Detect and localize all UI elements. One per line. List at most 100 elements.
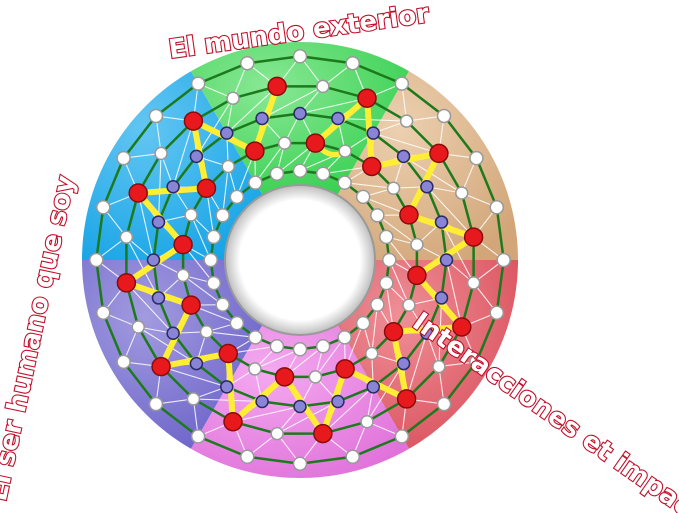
mesh-node[interactable]	[436, 292, 448, 304]
mesh-node[interactable]	[192, 77, 205, 90]
mesh-node[interactable]	[185, 209, 197, 221]
mesh-node[interactable]	[294, 457, 307, 470]
mesh-node[interactable]	[222, 160, 234, 172]
mesh-node[interactable]	[152, 292, 164, 304]
highlighted-node[interactable]	[400, 206, 418, 224]
mesh-node[interactable]	[383, 254, 396, 267]
mesh-node[interactable]	[332, 396, 344, 408]
mesh-node[interactable]	[149, 109, 162, 122]
mesh-node[interactable]	[279, 137, 291, 149]
mesh-node[interactable]	[230, 190, 243, 203]
highlighted-node[interactable]	[184, 112, 202, 130]
mesh-node[interactable]	[367, 127, 379, 139]
mesh-node[interactable]	[294, 343, 307, 356]
mesh-node[interactable]	[270, 340, 283, 353]
mesh-node[interactable]	[357, 317, 370, 330]
mesh-node[interactable]	[367, 381, 379, 393]
highlighted-node[interactable]	[129, 184, 147, 202]
highlighted-node[interactable]	[246, 142, 264, 160]
highlighted-node[interactable]	[219, 345, 237, 363]
mesh-node[interactable]	[338, 331, 351, 344]
mesh-node[interactable]	[395, 77, 408, 90]
mesh-node[interactable]	[90, 254, 103, 267]
mesh-node[interactable]	[338, 176, 351, 189]
mesh-node[interactable]	[497, 254, 510, 267]
mesh-node[interactable]	[155, 147, 167, 159]
mesh-node[interactable]	[371, 298, 384, 311]
mesh-node[interactable]	[436, 216, 448, 228]
highlighted-node[interactable]	[268, 77, 286, 95]
mesh-node[interactable]	[97, 306, 110, 319]
highlighted-node[interactable]	[465, 228, 483, 246]
mesh-node[interactable]	[241, 57, 254, 70]
highlighted-node[interactable]	[182, 296, 200, 314]
mesh-node[interactable]	[221, 127, 233, 139]
mesh-node[interactable]	[441, 254, 453, 266]
mesh-node[interactable]	[380, 230, 393, 243]
mesh-node[interactable]	[177, 269, 189, 281]
highlighted-node[interactable]	[430, 144, 448, 162]
mesh-node[interactable]	[204, 254, 217, 267]
highlighted-node[interactable]	[224, 413, 242, 431]
mesh-node[interactable]	[120, 231, 132, 243]
highlighted-node[interactable]	[398, 390, 416, 408]
mesh-node[interactable]	[332, 112, 344, 124]
mesh-node[interactable]	[470, 152, 483, 165]
mesh-node[interactable]	[270, 167, 283, 180]
mesh-node[interactable]	[190, 150, 202, 162]
mesh-node[interactable]	[241, 450, 254, 463]
mesh-node[interactable]	[395, 430, 408, 443]
mesh-node[interactable]	[167, 181, 179, 193]
mesh-node[interactable]	[490, 201, 503, 214]
mesh-node[interactable]	[148, 254, 160, 266]
mesh-node[interactable]	[403, 299, 415, 311]
mesh-node[interactable]	[190, 358, 202, 370]
mesh-node[interactable]	[294, 401, 306, 413]
mesh-node[interactable]	[468, 277, 480, 289]
mesh-node[interactable]	[317, 167, 330, 180]
mesh-node[interactable]	[401, 115, 413, 127]
mesh-node[interactable]	[149, 398, 162, 411]
mesh-node[interactable]	[490, 306, 503, 319]
mesh-node[interactable]	[380, 277, 393, 290]
mesh-node[interactable]	[117, 152, 130, 165]
mesh-node[interactable]	[438, 398, 451, 411]
mesh-node[interactable]	[256, 396, 268, 408]
mesh-node[interactable]	[167, 327, 179, 339]
mesh-node[interactable]	[207, 230, 220, 243]
mesh-node[interactable]	[97, 201, 110, 214]
mesh-node[interactable]	[456, 187, 468, 199]
mesh-node[interactable]	[249, 176, 262, 189]
highlighted-node[interactable]	[197, 179, 215, 197]
highlighted-node[interactable]	[152, 358, 170, 376]
mesh-node[interactable]	[317, 340, 330, 353]
mesh-node[interactable]	[438, 109, 451, 122]
mesh-node[interactable]	[230, 317, 243, 330]
highlighted-node[interactable]	[117, 274, 135, 292]
highlighted-node[interactable]	[306, 134, 324, 152]
highlighted-node[interactable]	[314, 425, 332, 443]
mesh-node[interactable]	[187, 393, 199, 405]
mesh-node[interactable]	[216, 298, 229, 311]
mesh-node[interactable]	[227, 92, 239, 104]
mesh-node[interactable]	[421, 181, 433, 193]
mesh-node[interactable]	[398, 358, 410, 370]
mesh-node[interactable]	[294, 164, 307, 177]
mesh-node[interactable]	[256, 112, 268, 124]
highlighted-node[interactable]	[363, 157, 381, 175]
mesh-node[interactable]	[249, 363, 261, 375]
mesh-node[interactable]	[207, 277, 220, 290]
mesh-node[interactable]	[388, 182, 400, 194]
highlighted-node[interactable]	[336, 360, 354, 378]
mesh-node[interactable]	[346, 57, 359, 70]
mesh-node[interactable]	[294, 108, 306, 120]
highlighted-node[interactable]	[408, 266, 426, 284]
mesh-node[interactable]	[433, 361, 445, 373]
mesh-node[interactable]	[357, 190, 370, 203]
mesh-node[interactable]	[132, 321, 144, 333]
mesh-node[interactable]	[411, 239, 423, 251]
highlighted-node[interactable]	[385, 323, 403, 341]
highlighted-node[interactable]	[276, 368, 294, 386]
mesh-node[interactable]	[117, 355, 130, 368]
mesh-node[interactable]	[309, 371, 321, 383]
